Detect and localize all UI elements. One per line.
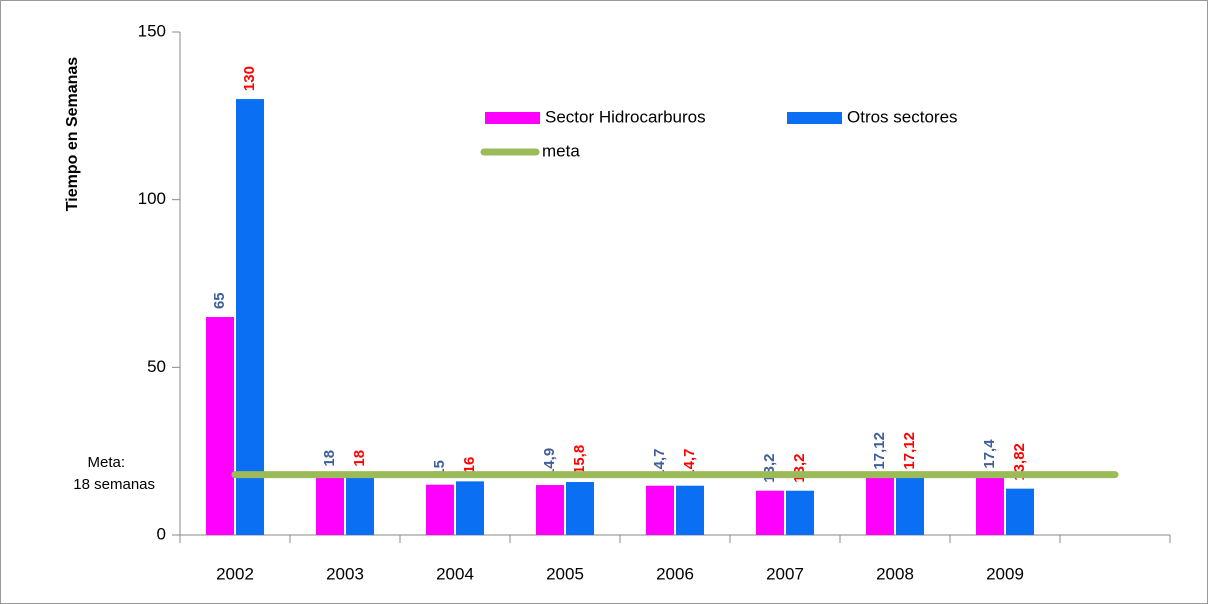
- x-tick-label: 2005: [546, 564, 584, 583]
- y-tick-label: 150: [138, 21, 166, 40]
- value-label: 65: [211, 292, 228, 309]
- value-label: 17,12: [871, 432, 888, 470]
- value-label: 17,4: [981, 439, 998, 469]
- x-tick-label: 2007: [766, 564, 804, 583]
- x-tick-label: 2002: [216, 564, 254, 583]
- bar: [756, 490, 784, 535]
- value-label: 14,9: [541, 448, 558, 477]
- bar: [426, 484, 454, 535]
- legend-swatch: [485, 112, 540, 124]
- x-tick-label: 2008: [876, 564, 914, 583]
- legend-label: Otros sectores: [847, 107, 958, 126]
- bar: [866, 477, 894, 535]
- bar: [236, 99, 264, 536]
- annotation: Meta:: [87, 454, 125, 471]
- value-label: 14,7: [681, 449, 698, 478]
- value-label: 16: [461, 457, 478, 474]
- bar: [676, 485, 704, 535]
- bar: [536, 485, 564, 535]
- value-label: 18: [321, 450, 338, 467]
- bar: [976, 476, 1004, 535]
- legend-label: meta: [542, 141, 580, 160]
- value-label: 15,8: [571, 445, 588, 474]
- legend-label: Sector Hidrocarburos: [545, 107, 706, 126]
- value-label: 130: [241, 66, 258, 91]
- bar: [786, 490, 814, 535]
- y-tick-label: 0: [157, 524, 166, 543]
- legend-swatch: [787, 112, 842, 124]
- annotation: 18 semanas: [73, 476, 155, 493]
- y-tick-label: 100: [138, 189, 166, 208]
- y-tick-label: 50: [147, 357, 166, 376]
- value-label: 18: [351, 450, 368, 467]
- value-label: 14,7: [651, 449, 668, 478]
- x-tick-label: 2006: [656, 564, 694, 583]
- bar: [566, 482, 594, 535]
- x-tick-label: 2003: [326, 564, 364, 583]
- x-tick-label: 2004: [436, 564, 474, 583]
- value-label: 13,2: [761, 454, 778, 483]
- bar: [896, 477, 924, 535]
- bar: [1006, 488, 1034, 535]
- bar: [646, 485, 674, 535]
- bar: [456, 481, 484, 535]
- x-tick-label: 2009: [986, 564, 1024, 583]
- bar: [346, 474, 374, 535]
- y-axis-label: Tiempo en Semanas: [64, 57, 81, 212]
- value-label: 13,2: [791, 454, 808, 483]
- bar: [206, 317, 234, 535]
- bar: [316, 474, 344, 535]
- value-label: 17,12: [901, 432, 918, 470]
